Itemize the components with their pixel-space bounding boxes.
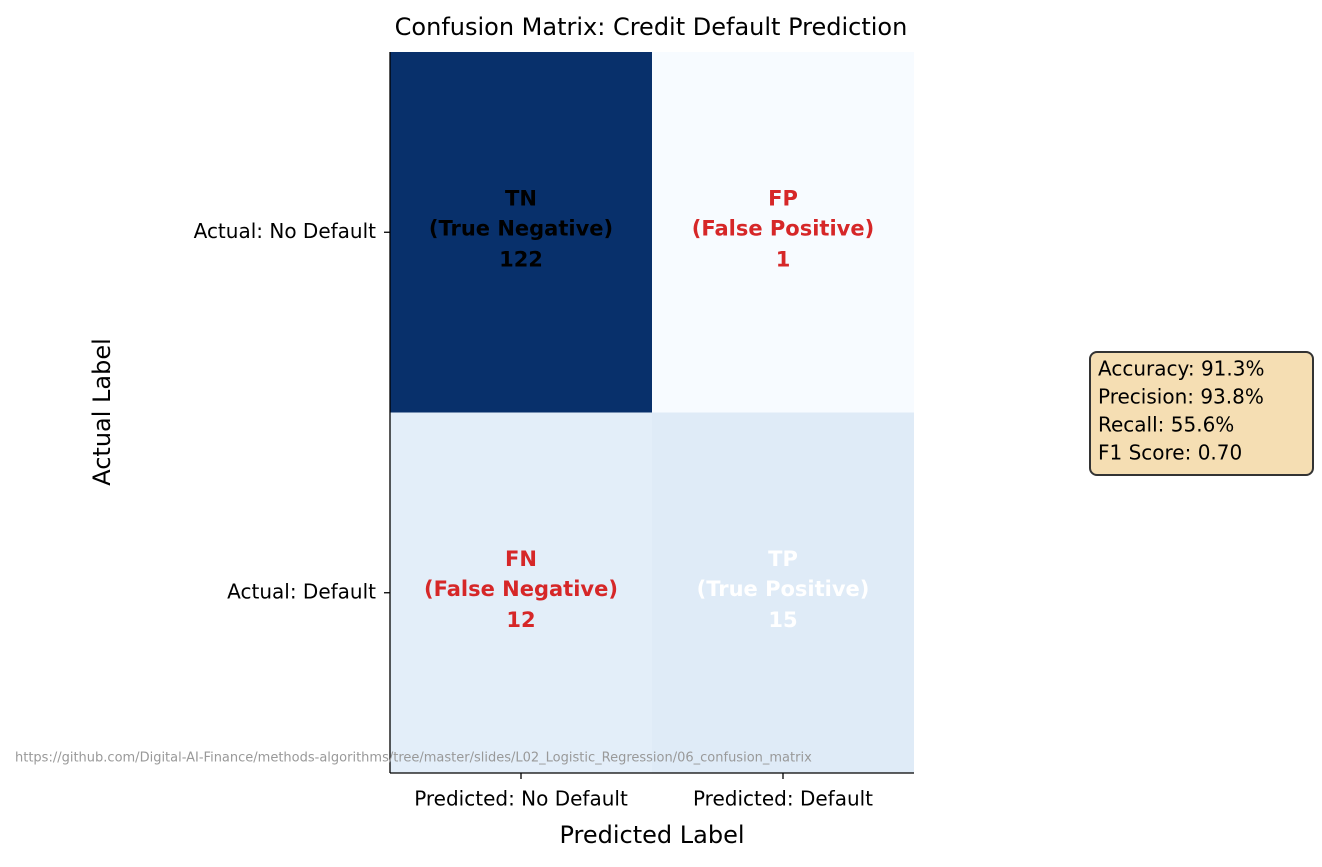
cell-abbr: TP [768,547,798,571]
heatmap-cell [390,52,652,413]
cell-name: (True Positive) [697,577,870,601]
y-tick-label: Actual: Default [227,579,376,603]
metric: F1 Score: 0.70 [1098,441,1242,465]
cell-name: (False Negative) [424,577,618,601]
y-axis-label: Actual Label [88,338,116,486]
cell-abbr: TN [505,186,537,210]
y-tick-label: Actual: No Default [194,219,377,243]
heatmap-cell [652,52,914,413]
cell-name: (False Positive) [692,216,874,240]
metric: Precision: 93.8% [1098,385,1264,409]
x-tick-label: Predicted: Default [693,787,873,811]
heatmap-cell [652,412,914,773]
cell-value: 15 [768,608,797,632]
chart-title: Confusion Matrix: Credit Default Predict… [395,13,908,41]
cell-value: 122 [499,247,543,271]
cell-name: (True Negative) [429,216,613,240]
cell-value: 12 [506,608,535,632]
x-axis-label: Predicted Label [559,821,744,849]
heatmap-cell [390,412,652,773]
cell-abbr: FN [505,547,537,571]
cell-value: 1 [776,247,791,271]
metrics-box [1089,351,1314,476]
metric: Accuracy: 91.3% [1098,357,1264,381]
metric: Recall: 55.6% [1098,413,1234,437]
x-tick-label: Predicted: No Default [414,787,628,811]
cell-abbr: FP [768,186,798,210]
source-note: https://github.com/Digital-AI-Finance/me… [15,751,812,766]
